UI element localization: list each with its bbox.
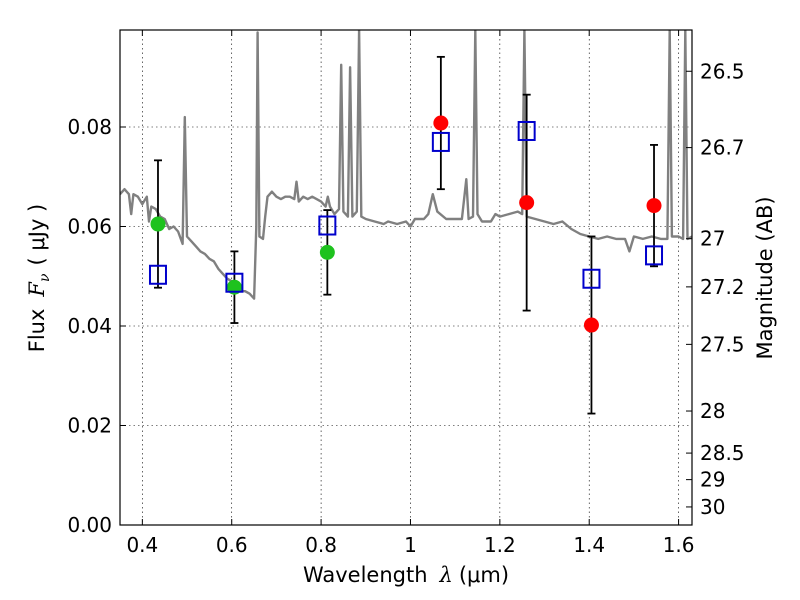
y2-tick-label: 29	[700, 468, 725, 492]
y-axis-symbol: F	[25, 281, 49, 298]
plot-frame	[119, 29, 693, 526]
y-tick-label: 0.02	[67, 414, 112, 438]
flux-point-marker	[433, 115, 449, 131]
y2-tick-label: 30	[700, 495, 725, 519]
y-tick-label: 0.08	[67, 115, 112, 139]
model-square-marker	[431, 131, 450, 152]
model-square-marker	[148, 264, 167, 285]
y2-tick-label: 27.5	[700, 332, 745, 356]
axis-ticks: 0.4 0.6 0.8 1 1.2 1.4 1.6 0.00 0.02 0.04 0.06 0.08 2…	[67, 30, 745, 557]
x-axis-symbol: λ	[439, 563, 453, 587]
y-axis-title: Flux Fν ( μJy )	[25, 204, 53, 352]
model-square-marker	[318, 215, 337, 236]
flux-point-marker	[519, 195, 535, 211]
data-markers	[148, 55, 664, 415]
y-tick-label: 0.04	[67, 314, 112, 338]
model-square-marker	[582, 268, 601, 289]
y2-axis-title: Magnitude (AB)	[753, 196, 777, 359]
x-tick-label: 0.4	[126, 533, 158, 557]
model-square-marker	[517, 120, 536, 141]
plot-area	[120, 30, 692, 300]
y-axis-unit: ( μJy )	[25, 204, 49, 266]
y2-tick-label: 27.2	[700, 275, 745, 299]
y-axis-subscript: ν	[37, 273, 53, 282]
spectrum-line	[120, 30, 692, 300]
y2-tick-label: 28	[700, 399, 725, 423]
y-tick-label: 0.06	[67, 215, 112, 239]
y2-tick-label: 27	[700, 227, 725, 251]
x-axis-label: Wavelength	[303, 563, 428, 587]
y-tick-label: 0.00	[67, 513, 112, 537]
y-axis-label: Flux	[25, 309, 49, 353]
x-tick-label: 1	[404, 533, 417, 557]
flux-point-marker	[150, 216, 166, 232]
x-tick-label: 1.6	[663, 533, 695, 557]
x-tick-label: 1.2	[484, 533, 516, 557]
y2-tick-label: 26.7	[700, 136, 745, 160]
flux-point-marker	[583, 317, 599, 333]
flux-point-marker	[319, 244, 335, 260]
model-square-marker	[645, 245, 664, 266]
y2-tick-label: 26.5	[700, 59, 745, 83]
x-tick-label: 0.6	[216, 533, 248, 557]
x-axis-title: Wavelength λ (μm)	[303, 563, 509, 587]
x-tick-label: 0.8	[305, 533, 337, 557]
x-tick-label: 1.4	[573, 533, 605, 557]
x-axis-unit: (μm)	[459, 563, 509, 587]
model-square-marker	[225, 272, 244, 293]
y2-tick-label: 28.5	[700, 441, 745, 465]
flux-point-marker	[646, 198, 662, 214]
